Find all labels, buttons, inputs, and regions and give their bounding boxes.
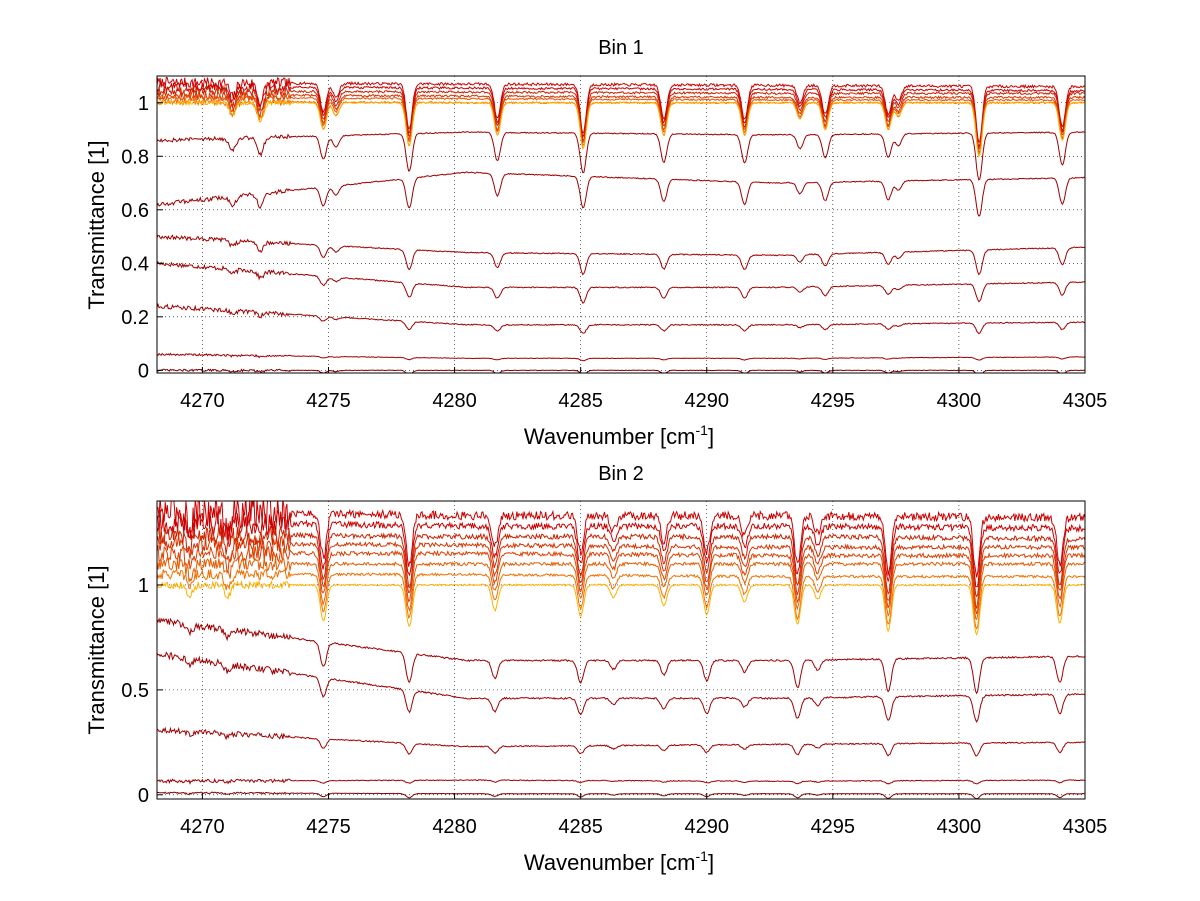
y-tick-label: 1 xyxy=(138,93,149,115)
x-tick-label: 4275 xyxy=(306,390,351,412)
series-line xyxy=(157,556,1085,621)
series-line xyxy=(157,651,1085,724)
series-line xyxy=(157,171,1085,217)
axes-frame xyxy=(156,500,1086,800)
series-line xyxy=(157,568,1085,630)
series-line xyxy=(157,352,1085,362)
x-tick-label: 4280 xyxy=(432,816,477,838)
x-tick-label: 4285 xyxy=(558,390,603,412)
y-tick-label: 0.8 xyxy=(121,146,149,168)
series-line xyxy=(157,525,1085,598)
x-tick-label: 4270 xyxy=(180,390,225,412)
x-tick-label: 4290 xyxy=(684,390,729,412)
x-tick-label: 4295 xyxy=(811,390,856,412)
series-line xyxy=(157,579,1085,636)
y-tick-label: 0.5 xyxy=(121,680,149,702)
series-line xyxy=(157,81,1085,149)
series-line xyxy=(157,302,1085,335)
y-axis-label: Transmittance [1] xyxy=(84,140,109,309)
series-line xyxy=(157,131,1085,181)
series-line xyxy=(157,509,1085,588)
series-lines xyxy=(157,76,1085,373)
series-line xyxy=(157,534,1085,609)
x-tick-label: 4275 xyxy=(306,816,351,838)
series-line xyxy=(157,778,1085,785)
x-tick-label: 4305 xyxy=(1063,390,1108,412)
x-tick-label: 4290 xyxy=(684,816,729,838)
y-tick-label: 0 xyxy=(138,785,149,807)
series-line xyxy=(157,368,1085,373)
series-line xyxy=(157,85,1085,149)
y-tick-label: 0.6 xyxy=(121,200,149,222)
chart-title: Bin 2 xyxy=(598,463,644,485)
x-tick-label: 4295 xyxy=(811,816,856,838)
series-line xyxy=(157,260,1085,304)
x-tick-label: 4300 xyxy=(937,816,982,838)
series-line xyxy=(157,617,1085,695)
x-tick-label: 4300 xyxy=(937,390,982,412)
chart-bin-1: Bin 1 4270 4275 4280 4285 4290 4295 4300 4305 0 0… xyxy=(84,37,1107,449)
x-tick-label: 4270 xyxy=(180,816,225,838)
y-tick-label: 0 xyxy=(138,360,149,382)
y-axis-label: Transmittance [1] xyxy=(84,565,109,734)
chart-title: Bin 1 xyxy=(598,37,644,59)
x-tick-label: 4280 xyxy=(432,390,477,412)
y-tick-label: 0.2 xyxy=(121,307,149,329)
grid-lines xyxy=(157,501,1085,799)
series-line xyxy=(157,545,1085,615)
series-lines xyxy=(157,501,1085,799)
x-tick-label: 4305 xyxy=(1063,816,1108,838)
x-axis-label: Wavenumber [cm-1] xyxy=(524,848,714,875)
x-axis-label: Wavenumber [cm-1] xyxy=(524,422,714,449)
series-line xyxy=(157,76,1085,143)
series-line xyxy=(157,98,1085,158)
series-line xyxy=(157,726,1085,757)
x-tick-label: 4285 xyxy=(558,816,603,838)
chart-bin-2: Bin 2 4270 4275 4280 4285 4290 4295 4300 4305 0 0… xyxy=(84,463,1107,875)
series-line xyxy=(157,791,1085,799)
y-tick-label: 1 xyxy=(138,575,149,597)
axes-frame xyxy=(156,75,1086,374)
axis-ticks: 4270 4275 4280 4285 4290 4295 4300 4305 0 0.2 0.4 0… xyxy=(121,93,1107,412)
y-tick-label: 0.4 xyxy=(121,253,149,275)
series-line xyxy=(157,93,1085,156)
axis-ticks: 4270 4275 4280 4285 4290 4295 4300 4305 0 0.5 1 xyxy=(121,575,1107,838)
series-line xyxy=(157,501,1085,578)
series-line xyxy=(157,234,1085,276)
series-line xyxy=(157,88,1085,155)
